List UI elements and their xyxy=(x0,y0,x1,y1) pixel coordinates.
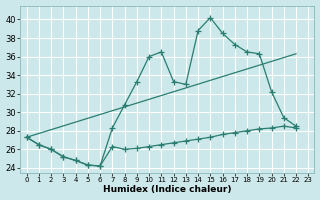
X-axis label: Humidex (Indice chaleur): Humidex (Indice chaleur) xyxy=(103,185,232,194)
